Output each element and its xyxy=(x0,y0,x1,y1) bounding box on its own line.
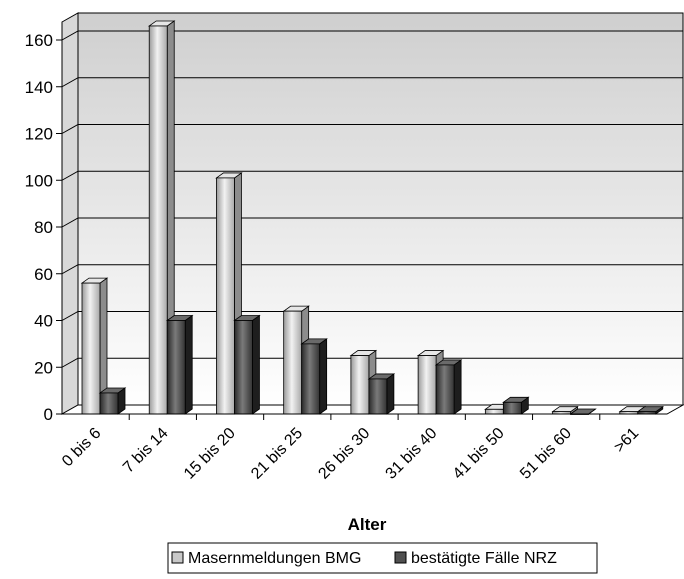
y-tick-label: 140 xyxy=(25,78,53,97)
y-tick-label: 40 xyxy=(34,312,53,331)
legend: Masernmeldungen BMG bestätigte Fälle NRZ xyxy=(167,542,598,574)
x-tick-label: 31 bis 40 xyxy=(383,425,441,483)
gridline xyxy=(61,311,683,321)
bar-bmg xyxy=(80,277,109,415)
bar-nrz xyxy=(98,387,127,415)
gridline xyxy=(61,77,683,88)
bar-nrz xyxy=(165,314,194,415)
side-wall xyxy=(61,12,79,415)
bar-nrz xyxy=(233,314,261,415)
y-tick-label: 120 xyxy=(25,125,53,144)
bar-nrz xyxy=(502,396,530,415)
y-tick-label: 80 xyxy=(34,218,53,237)
gridline xyxy=(61,30,683,41)
y-tick-label: 0 xyxy=(44,405,53,424)
legend-frame xyxy=(167,542,598,574)
y-tick-label: 20 xyxy=(34,358,53,377)
gridline xyxy=(61,124,683,134)
x-tick-label: 21 bis 25 xyxy=(248,425,306,483)
gridline xyxy=(61,217,683,228)
legend-swatch-bmg xyxy=(171,551,184,564)
gridline xyxy=(61,264,683,275)
x-tick-label: >61 xyxy=(611,425,642,456)
x-tick-label: 0 bis 6 xyxy=(59,425,104,470)
gridline xyxy=(61,357,683,368)
gridline xyxy=(61,170,683,181)
bar-bmg xyxy=(551,405,579,415)
x-tick-label: 51 bis 60 xyxy=(517,425,575,483)
y-tick-label: 60 xyxy=(34,265,53,284)
x-tick-label: 15 bis 20 xyxy=(181,425,239,483)
bar-nrz xyxy=(367,373,396,415)
bar-nrz xyxy=(300,338,328,415)
legend-swatch-nrz xyxy=(394,551,407,564)
x-tick-label: 26 bis 30 xyxy=(315,425,373,483)
x-axis-title: Alter xyxy=(348,515,387,534)
x-tick-label: 41 bis 50 xyxy=(450,425,508,483)
bar-nrz xyxy=(636,405,665,415)
y-tick-label: 160 xyxy=(25,31,53,50)
bar-nrz xyxy=(434,359,463,415)
legend-label-nrz: bestätigte Fälle NRZ xyxy=(411,550,557,567)
y-tick-label: 100 xyxy=(25,171,53,190)
x-tick-label: 7 bis 14 xyxy=(120,425,172,477)
bar-bmg xyxy=(147,20,176,415)
legend-label-bmg: Masernmeldungen BMG xyxy=(188,550,361,567)
